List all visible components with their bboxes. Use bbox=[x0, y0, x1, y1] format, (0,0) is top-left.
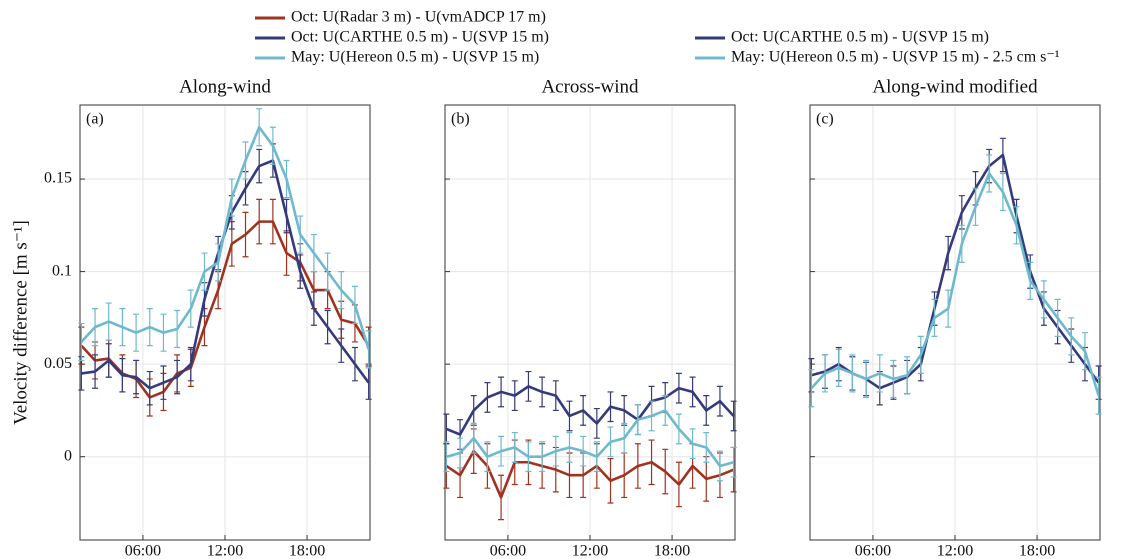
x-tick-label: 06:00 bbox=[490, 543, 526, 559]
error-bar bbox=[443, 441, 450, 473]
y-tick-label: 0 bbox=[64, 447, 72, 464]
panel-label: (a) bbox=[86, 111, 104, 128]
y-axis-label: Velocity difference [m s⁻¹] bbox=[10, 220, 31, 425]
y-tick-label: 0.1 bbox=[52, 262, 72, 279]
legend-label: May: U(Hereon 0.5 m) - U(SVP 15 m) bbox=[291, 49, 539, 66]
error-bar bbox=[78, 322, 85, 362]
x-tick-label: 18:00 bbox=[289, 543, 325, 559]
x-tick-label: 06:00 bbox=[125, 543, 161, 559]
plot-frame bbox=[79, 104, 371, 541]
y-tick-label: 0.05 bbox=[44, 355, 72, 372]
legend-label: May: U(Hereon 0.5 m) - U(SVP 15 m) - 2.5… bbox=[731, 49, 1060, 66]
series-line bbox=[445, 449, 735, 499]
x-tick-label: 18:00 bbox=[1019, 543, 1055, 559]
y-tick-label: 0.15 bbox=[44, 170, 72, 187]
x-tick-label: 06:00 bbox=[855, 543, 891, 559]
plot-frame bbox=[809, 104, 1101, 541]
panel-title: Along-wind modified bbox=[872, 76, 1038, 97]
x-tick-label: 12:00 bbox=[572, 543, 608, 559]
series-line bbox=[446, 409, 734, 468]
panel-label: (b) bbox=[451, 111, 470, 128]
x-tick-label: 12:00 bbox=[937, 543, 973, 559]
legend-label: Oct: U(CARTHE 0.5 m) - U(SVP 15 m) bbox=[731, 29, 989, 46]
x-tick-label: 12:00 bbox=[207, 543, 243, 559]
series-line bbox=[80, 125, 370, 350]
error-bar bbox=[365, 330, 372, 369]
series-line bbox=[445, 385, 735, 436]
x-tick-label: 18:00 bbox=[654, 543, 690, 559]
panel-title: Along-wind bbox=[179, 76, 271, 97]
legend-label: Oct: U(Radar 3 m) - U(vmADCP 17 m) bbox=[291, 9, 546, 26]
legend-label: Oct: U(CARTHE 0.5 m) - U(SVP 15 m) bbox=[291, 29, 549, 46]
plot-frame bbox=[444, 104, 736, 541]
panel-label: (c) bbox=[816, 111, 834, 128]
panel-title: Across-wind bbox=[541, 76, 639, 97]
series-line bbox=[810, 172, 1100, 396]
